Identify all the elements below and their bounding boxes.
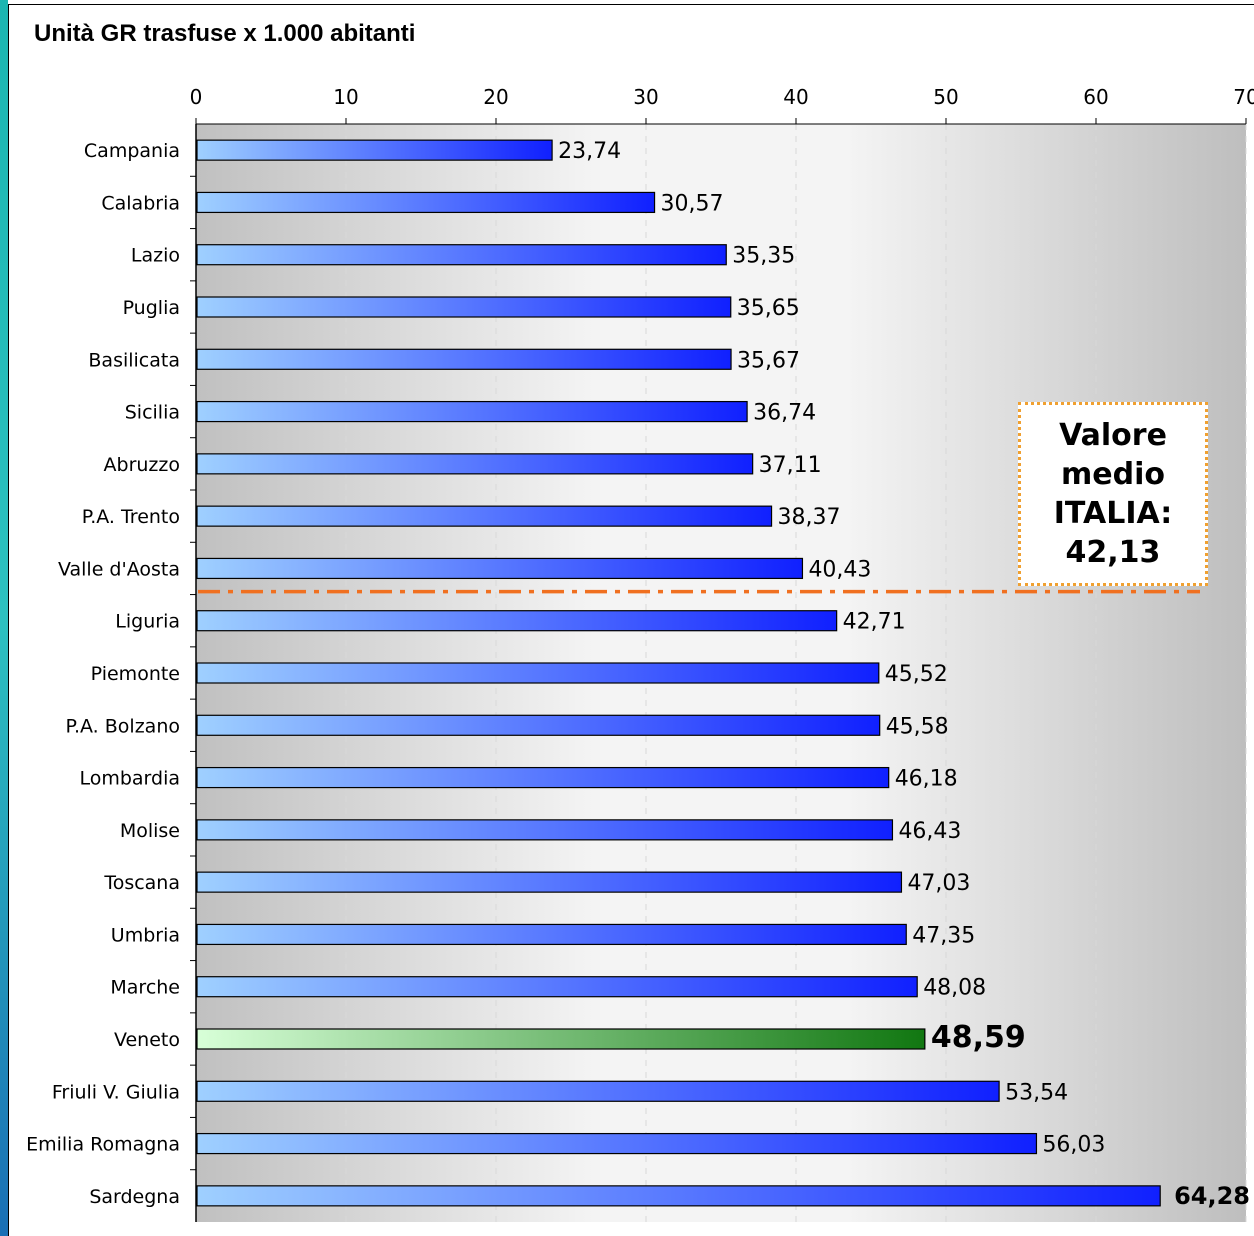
category-label: P.A. Trento [82,506,180,528]
value-label: 45,58 [886,714,949,739]
bar-highlight [196,1028,926,1050]
category-label: Umbria [111,924,180,946]
value-labels: 23,74 30,57 35,35 35,65 35,67 36,74 37,11 38,37… [558,139,1250,1210]
bar [196,191,656,214]
average-line-3: ITALIA: [1053,496,1173,531]
chart-title: Unità GR trasfuse x 1.000 abitanti [34,20,416,47]
bar [196,400,748,423]
x-tick-label: 0 [190,85,203,109]
bar [196,923,907,946]
value-label: 46,18 [895,767,958,792]
bar [196,139,553,161]
category-label: Liguria [115,611,180,633]
bar [196,819,894,841]
value-label: 38,37 [778,505,841,530]
category-label: Valle d'Aosta [58,558,180,580]
value-label: 53,54 [1005,1080,1068,1105]
value-label: 35,65 [737,296,800,321]
category-label: Lombardia [79,768,180,790]
value-label: 23,74 [558,139,621,164]
bar [196,1185,1161,1207]
bar [196,1132,1038,1155]
category-label: Abruzzo [104,454,180,476]
category-label: P.A. Bolzano [65,715,180,737]
average-line-1: Valore [1059,418,1167,453]
category-label: Basilicata [88,349,180,371]
bar [196,662,880,684]
x-tick-label: 50 [933,85,958,109]
bar [196,505,773,527]
value-label: 48,59 [931,1020,1026,1055]
value-label: 42,71 [843,610,906,635]
category-label: Calabria [101,192,180,214]
bar [196,871,903,893]
value-label: 47,35 [912,923,975,948]
average-callout: Valore medio ITALIA: 42,13 [1018,402,1208,586]
bar [196,296,732,318]
bar [196,610,838,632]
bar [196,1080,1000,1102]
bar [196,348,732,370]
x-tick-label: 60 [1083,85,1108,109]
x-tick-label: 20 [483,85,508,109]
value-label: 64,28 [1174,1182,1250,1210]
bar [196,557,804,580]
value-label: 35,67 [737,348,800,373]
value-label: 45,52 [885,662,948,687]
bar [196,714,881,736]
category-label: Piemonte [91,663,180,685]
x-tick-label: 30 [633,85,658,109]
category-label: Campania [84,140,180,162]
bar [196,766,890,789]
x-tick-label: 10 [333,85,358,109]
bar [196,453,754,475]
value-label: 48,08 [923,976,986,1001]
category-label: Sicilia [125,402,180,424]
value-label: 47,03 [907,871,970,896]
x-tick-label: 40 [783,85,808,109]
category-label: Sardegna [89,1186,180,1208]
value-label: 46,43 [898,819,961,844]
category-label: Emilia Romagna [26,1134,180,1156]
category-label: Molise [120,820,180,842]
category-label: Lazio [131,245,180,267]
category-label: Friuli V. Giulia [52,1081,180,1103]
category-label: Veneto [114,1029,180,1051]
category-label: Puglia [123,297,180,319]
value-label: 37,11 [759,453,822,478]
category-labels: Campania Calabria Lazio Puglia Basilicata Sic… [26,140,180,1208]
category-label: Marche [110,977,180,999]
value-label: 36,74 [753,401,816,426]
x-tick-label: 70 [1233,85,1254,109]
value-label: 40,43 [808,557,871,582]
bar [196,976,918,998]
bar [196,244,727,266]
bars [196,139,1161,1207]
value-label: 35,35 [732,244,795,269]
average-line-4: 42,13 [1065,535,1161,570]
value-label: 56,03 [1042,1133,1105,1158]
value-label: 30,57 [661,191,724,216]
left-accent-strip [0,0,8,1236]
category-label: Toscana [103,872,180,894]
x-axis-ticks: 0 10 20 30 40 50 60 70 [190,85,1254,1222]
average-line-2: medio [1061,457,1165,492]
